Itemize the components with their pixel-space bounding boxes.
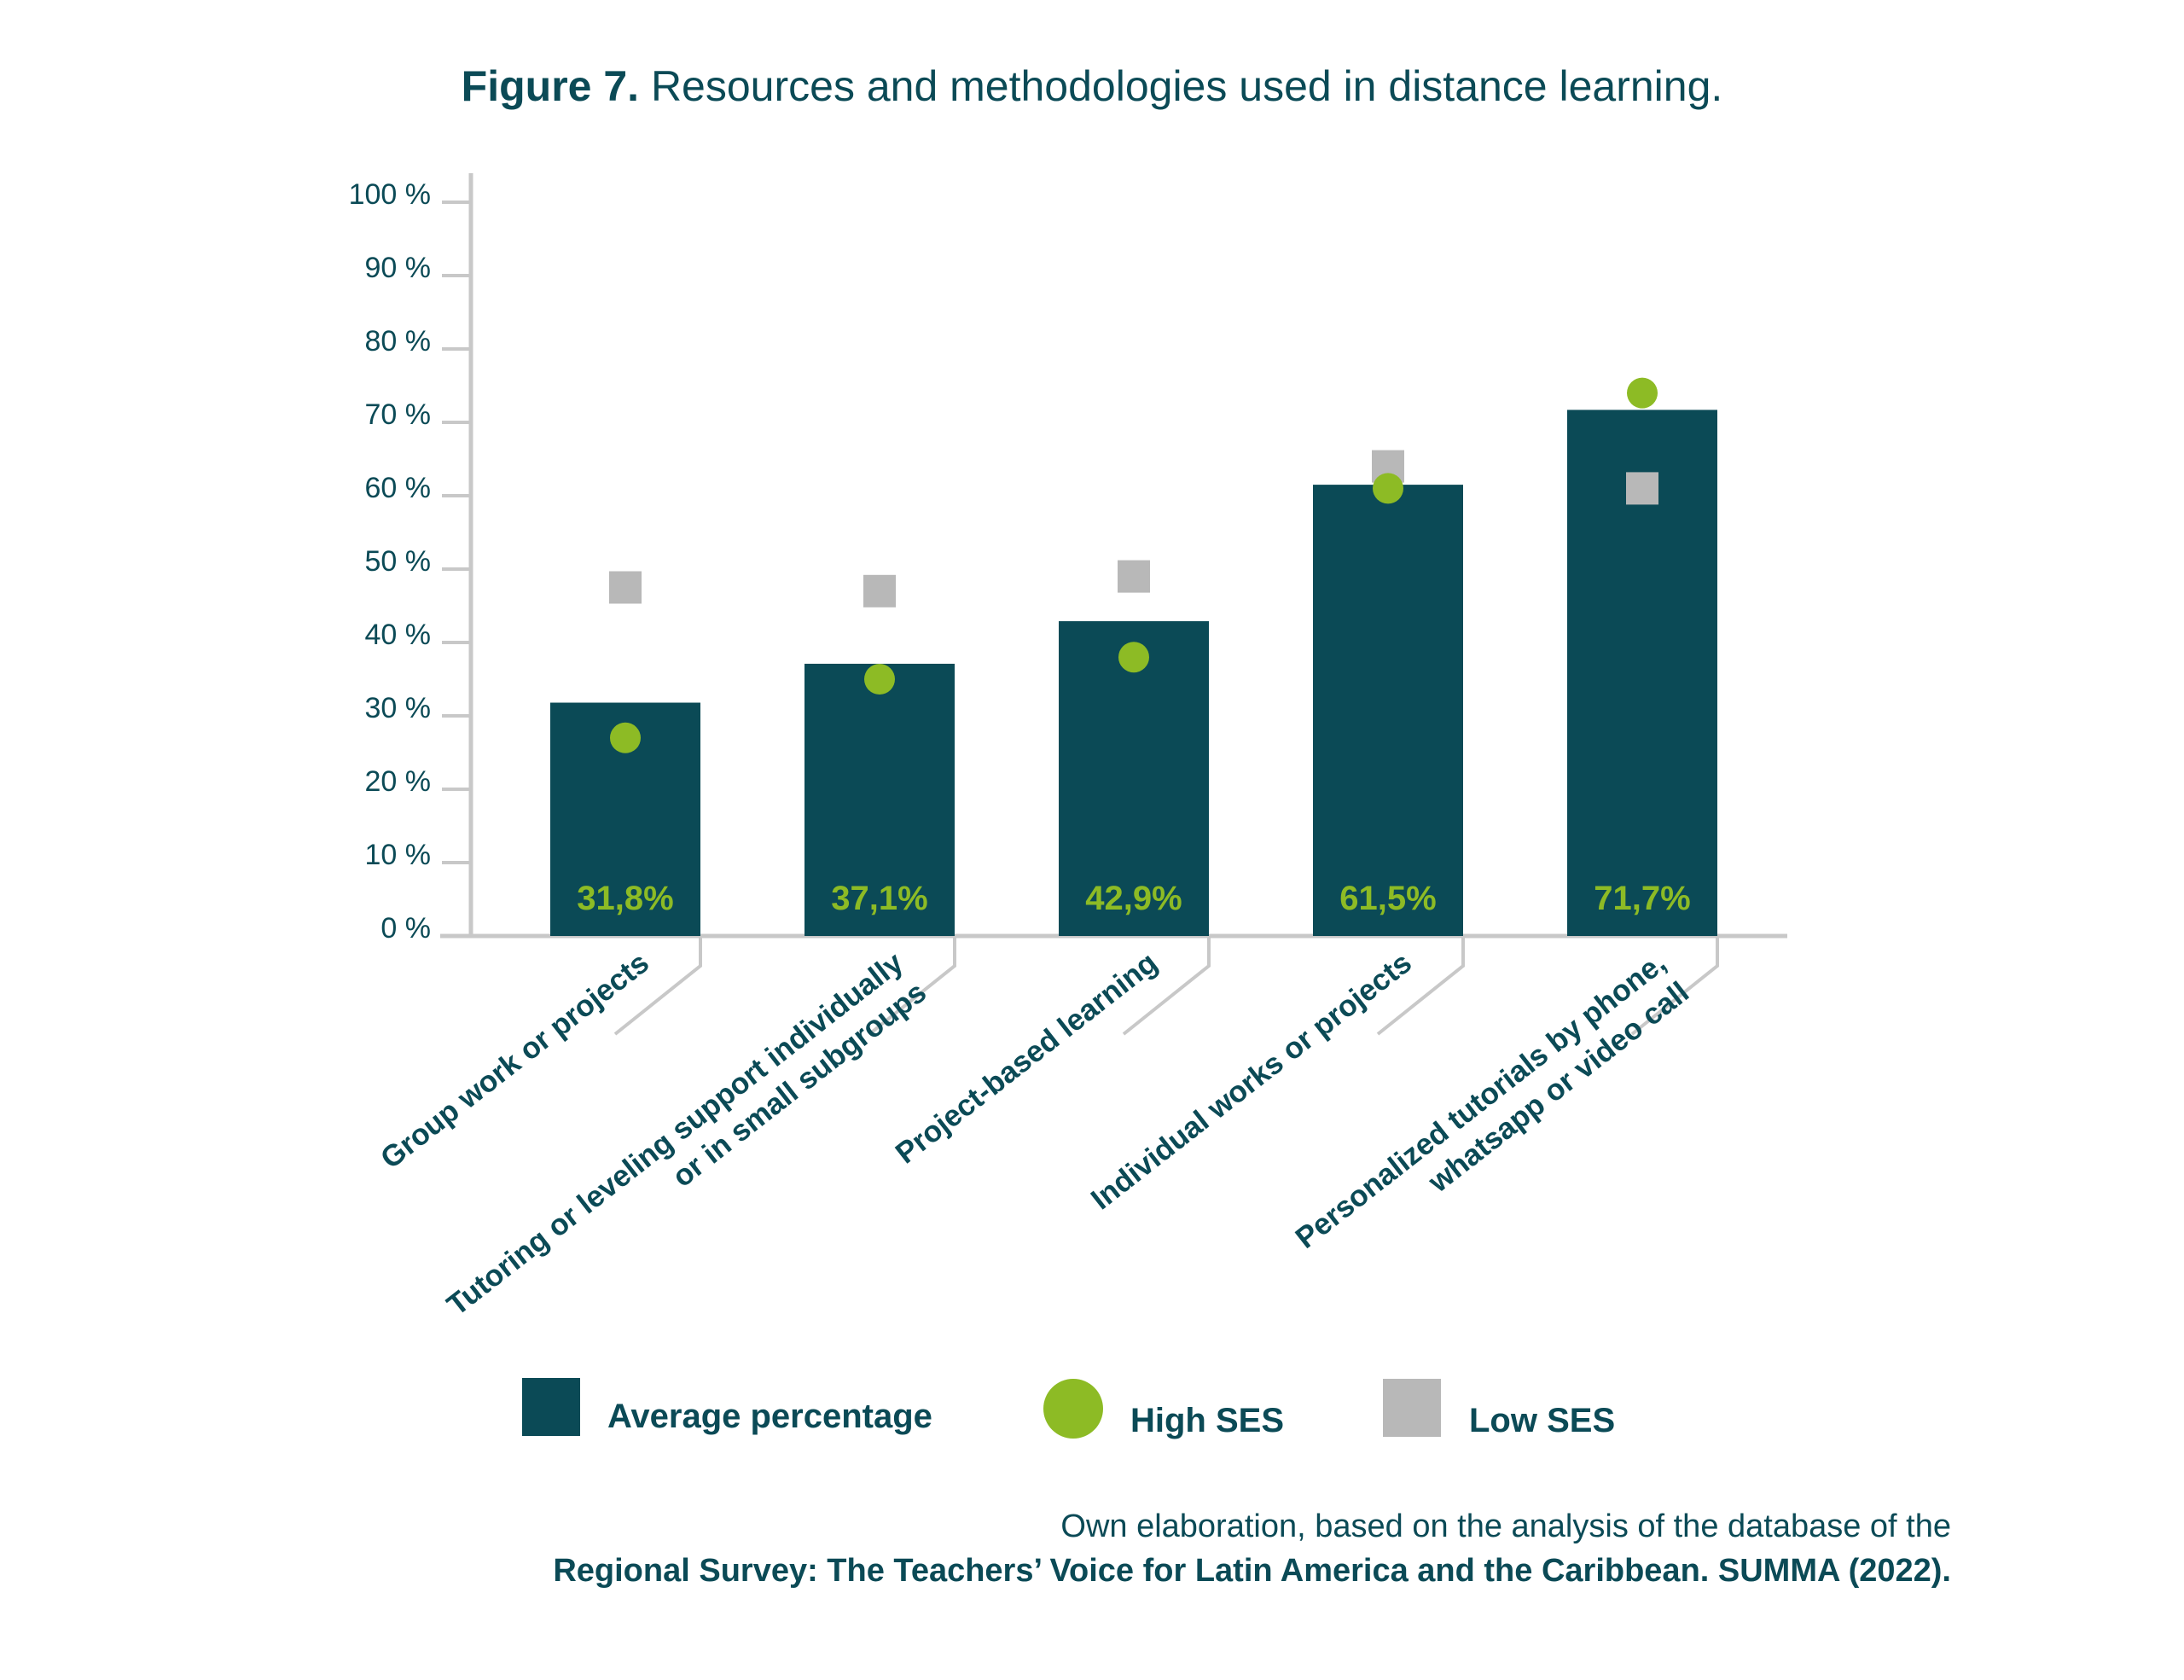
legend-swatch-average [522, 1378, 580, 1436]
source-note-line2: Regional Survey: The Teachers’ Voice for… [553, 1553, 1951, 1589]
bar [804, 663, 955, 936]
bar-value-label: 61,5% [1339, 880, 1436, 917]
high-ses-marker [1627, 377, 1658, 409]
y-tick-label: 0 % [380, 912, 431, 945]
category-label-group: Project-based learning [890, 946, 1164, 1171]
legend-label-average: Average percentage [607, 1398, 932, 1435]
y-tick-label: 40 % [365, 619, 432, 651]
high-ses-marker [1118, 642, 1149, 673]
category-label-group: Tutoring or leveling support individuall… [441, 945, 932, 1322]
x-category-label: Tutoring or leveling support individuall… [441, 945, 909, 1322]
y-tick-label: 10 % [365, 839, 432, 871]
category-leader-line [868, 938, 956, 1036]
category-label-group: Group work or projects [375, 946, 655, 1176]
legend-swatch-low-ses [1383, 1379, 1441, 1437]
source-note-line1: Own elaboration, based on the analysis o… [1060, 1509, 1951, 1544]
category-leader-line [1376, 938, 1465, 1036]
bar [1313, 485, 1463, 936]
y-tick-label: 50 % [365, 545, 432, 578]
bar-value-label: 37,1% [831, 880, 927, 917]
category-leader-line [1122, 938, 1211, 1036]
x-category-label: Group work or projects [375, 946, 655, 1176]
x-category-label: Project-based learning [890, 946, 1164, 1171]
title-text: Resources and methodologies used in dist… [650, 62, 1723, 110]
bar-value-label: 42,9% [1085, 880, 1182, 917]
category-leader-line [613, 938, 702, 1036]
y-tick-label: 60 % [365, 472, 432, 504]
high-ses-marker [610, 722, 641, 753]
low-ses-marker [609, 571, 642, 604]
category-leader-line [1630, 938, 1719, 1036]
y-tick-label: 100 % [349, 178, 431, 211]
y-tick-label: 70 % [365, 398, 432, 431]
y-tick-label: 20 % [365, 765, 432, 798]
legend-label-low-ses: Low SES [1469, 1402, 1615, 1439]
y-tick-label: 90 % [365, 252, 432, 284]
y-tick-label: 80 % [365, 325, 432, 358]
legend-swatch-high-ses [1043, 1379, 1103, 1439]
y-tick-label: 30 % [365, 692, 432, 724]
bar [1059, 621, 1209, 936]
low-ses-marker [1118, 560, 1150, 593]
x-category-label: whatsapp or video call [1421, 975, 1695, 1199]
x-category-label: or in small subgroups [666, 975, 932, 1194]
chart-title: Figure 7. Resources and methodologies us… [0, 61, 2184, 111]
low-ses-marker [863, 574, 896, 607]
bar-value-label: 31,8% [577, 880, 673, 917]
legend-label-high-ses: High SES [1130, 1402, 1284, 1439]
high-ses-marker [1373, 473, 1403, 504]
title-figure-number: Figure 7. [461, 62, 640, 110]
bar-value-label: 71,7% [1594, 880, 1690, 917]
high-ses-marker [864, 664, 895, 695]
low-ses-marker [1626, 472, 1658, 505]
